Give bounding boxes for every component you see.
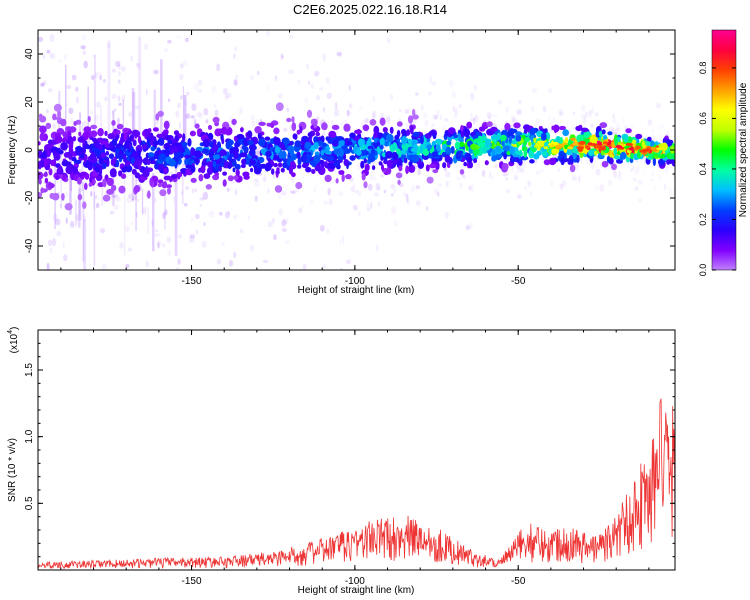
spectrogram-y-tick-label: -20 [24, 190, 35, 205]
spectrogram-y-tick-label: 40 [24, 48, 35, 60]
snr-y-tick-label: 1.0 [24, 429, 35, 443]
snr-y-tick-label: 0.5 [24, 496, 35, 510]
spectrogram-y-axis-label: Frequency (Hz) [7, 116, 18, 185]
snr-multiplier-exponent: 4 [7, 330, 14, 334]
svg-text:(x104): (x104) [7, 327, 20, 354]
snr-x-tick-label: -50 [511, 576, 526, 587]
snr-x-tick-label: -150 [182, 576, 202, 587]
spectrogram-x-axis-label: Height of straight line (km) [298, 285, 415, 296]
snr-ticks: -150 -100 -50 0.5 1.0 1.5 [24, 330, 675, 587]
colorbar-ticks: 0.0 0.2 0.4 0.6 0.8 [698, 62, 736, 277]
colorbar-tick-label: 0.6 [698, 112, 708, 125]
snr-y-tick-label: 1.5 [24, 363, 35, 377]
colorbar-tick-label: 0.2 [698, 213, 708, 226]
colorbar: 0.0 0.2 0.4 0.6 0.8 Normalized spectral ampl… [698, 29, 749, 277]
spectrogram-x-tick-label: -100 [345, 276, 365, 287]
spectrogram-x-tick-label: -50 [511, 276, 526, 287]
spectrogram-signal [38, 102, 675, 211]
colorbar-label: Normalized spectral amplitude [738, 82, 749, 217]
figure-title: C2E6.2025.022.16.18.R14 [293, 2, 447, 17]
snr-x-axis-label: Height of straight line (km) [298, 585, 415, 596]
colorbar-tick-label: 0.8 [698, 62, 708, 75]
snr-panel: -150 -100 -50 0.5 1.0 1.5 Height of straight … [7, 327, 676, 596]
colorbar-gradient [711, 29, 737, 271]
colorbar-tick-label: 0.4 [698, 163, 708, 176]
snr-x-tick-label: -100 [345, 576, 365, 587]
spectrogram-x-tick-label: -150 [182, 276, 202, 287]
spectrogram-ticks: -150 -100 -50 -40 -20 0 20 40 [24, 29, 675, 287]
spectrogram-panel: -150 -100 -50 -40 -20 0 20 40 Height of straigh… [7, 29, 676, 296]
spectrogram-y-tick-label: 20 [24, 96, 35, 108]
spectrogram-plot-area [38, 30, 675, 270]
spectrogram-background-noise [38, 30, 675, 270]
snr-multiplier-suffix: ) [9, 327, 20, 330]
snr-multiplier-prefix: (x10 [9, 333, 20, 353]
colorbar-tick-label: 0.0 [698, 264, 708, 277]
spectrogram-y-tick-label: -40 [24, 238, 35, 253]
snr-y-axis-label: SNR (10 * v/v) [7, 438, 18, 502]
spectrogram-y-tick-label: 0 [24, 147, 35, 153]
snr-plot-area [38, 398, 675, 570]
snr-multiplier-label: (x104) [7, 327, 20, 354]
snr-series-line [38, 398, 675, 570]
